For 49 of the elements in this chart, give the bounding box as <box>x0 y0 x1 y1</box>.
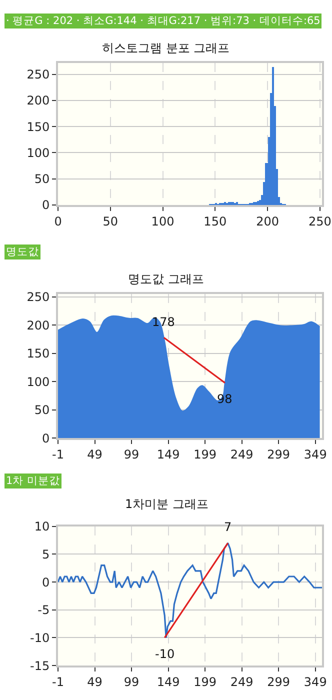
y-tick-label: 0 <box>42 431 50 446</box>
x-tick-label: 349 <box>304 674 327 689</box>
x-tick-label: 0 <box>54 214 62 228</box>
x-tick-label: 49 <box>87 448 102 462</box>
y-tick-label: 10 <box>34 520 50 534</box>
y-tick-label: 50 <box>34 172 50 186</box>
x-tick-label: 299 <box>267 674 290 689</box>
y-tick-label: -10 <box>30 630 50 645</box>
x-tick-label: 99 <box>124 674 140 689</box>
x-tick-label: 200 <box>256 214 279 228</box>
annotation: 98 <box>217 392 232 406</box>
x-tick-label: 299 <box>267 448 290 462</box>
y-tick-label: 200 <box>26 318 50 332</box>
x-tick-label: 249 <box>230 674 254 689</box>
text: 1차 미분값 <box>6 475 60 487</box>
y-tick-label: 0 <box>42 198 50 212</box>
x-tick-label: 199 <box>194 674 217 689</box>
x-tick-label: 149 <box>156 674 180 689</box>
x-tick-label: 149 <box>156 448 180 462</box>
y-tick-label: 250 <box>26 290 50 304</box>
y-tick-label: 100 <box>26 146 50 160</box>
x-tick-label: 49 <box>87 674 102 689</box>
y-tick-label: -5 <box>38 603 50 618</box>
text: 명도값 <box>6 246 39 258</box>
x-tick-label: 99 <box>124 448 140 462</box>
x-tick-label: 150 <box>204 214 227 228</box>
chart-title: 명도값 그래프 <box>128 272 204 286</box>
x-tick-label: -1 <box>52 448 64 462</box>
x-tick-label: 249 <box>230 448 254 462</box>
y-tick-label: 5 <box>42 547 50 562</box>
annotation: -10 <box>155 647 175 661</box>
y-tick-label: 0 <box>42 575 50 590</box>
text: · 평균G : 202 · 최소G:144 · 최대G:217 · 범위:73 · 데이터수:65 <box>6 15 320 27</box>
y-tick-label: 150 <box>26 120 50 134</box>
x-tick-label: 50 <box>102 214 118 228</box>
y-tick-label: -15 <box>30 658 50 673</box>
x-tick-label: 349 <box>304 448 327 462</box>
x-tick-label: -1 <box>52 674 64 689</box>
y-tick-label: 150 <box>26 346 50 361</box>
y-tick-label: 200 <box>26 94 50 108</box>
x-tick-label: 100 <box>151 214 174 228</box>
y-tick-label: 100 <box>26 374 50 389</box>
x-tick-label: 199 <box>194 448 217 462</box>
chart-title: 히스토그램 분포 그래프 <box>102 41 230 55</box>
y-tick-label: 250 <box>26 68 50 82</box>
x-tick-label: 250 <box>308 214 332 228</box>
annotation: 7 <box>224 520 232 534</box>
chart-title: 1차미분 그래프 <box>125 497 208 511</box>
y-tick-label: 50 <box>34 403 50 418</box>
